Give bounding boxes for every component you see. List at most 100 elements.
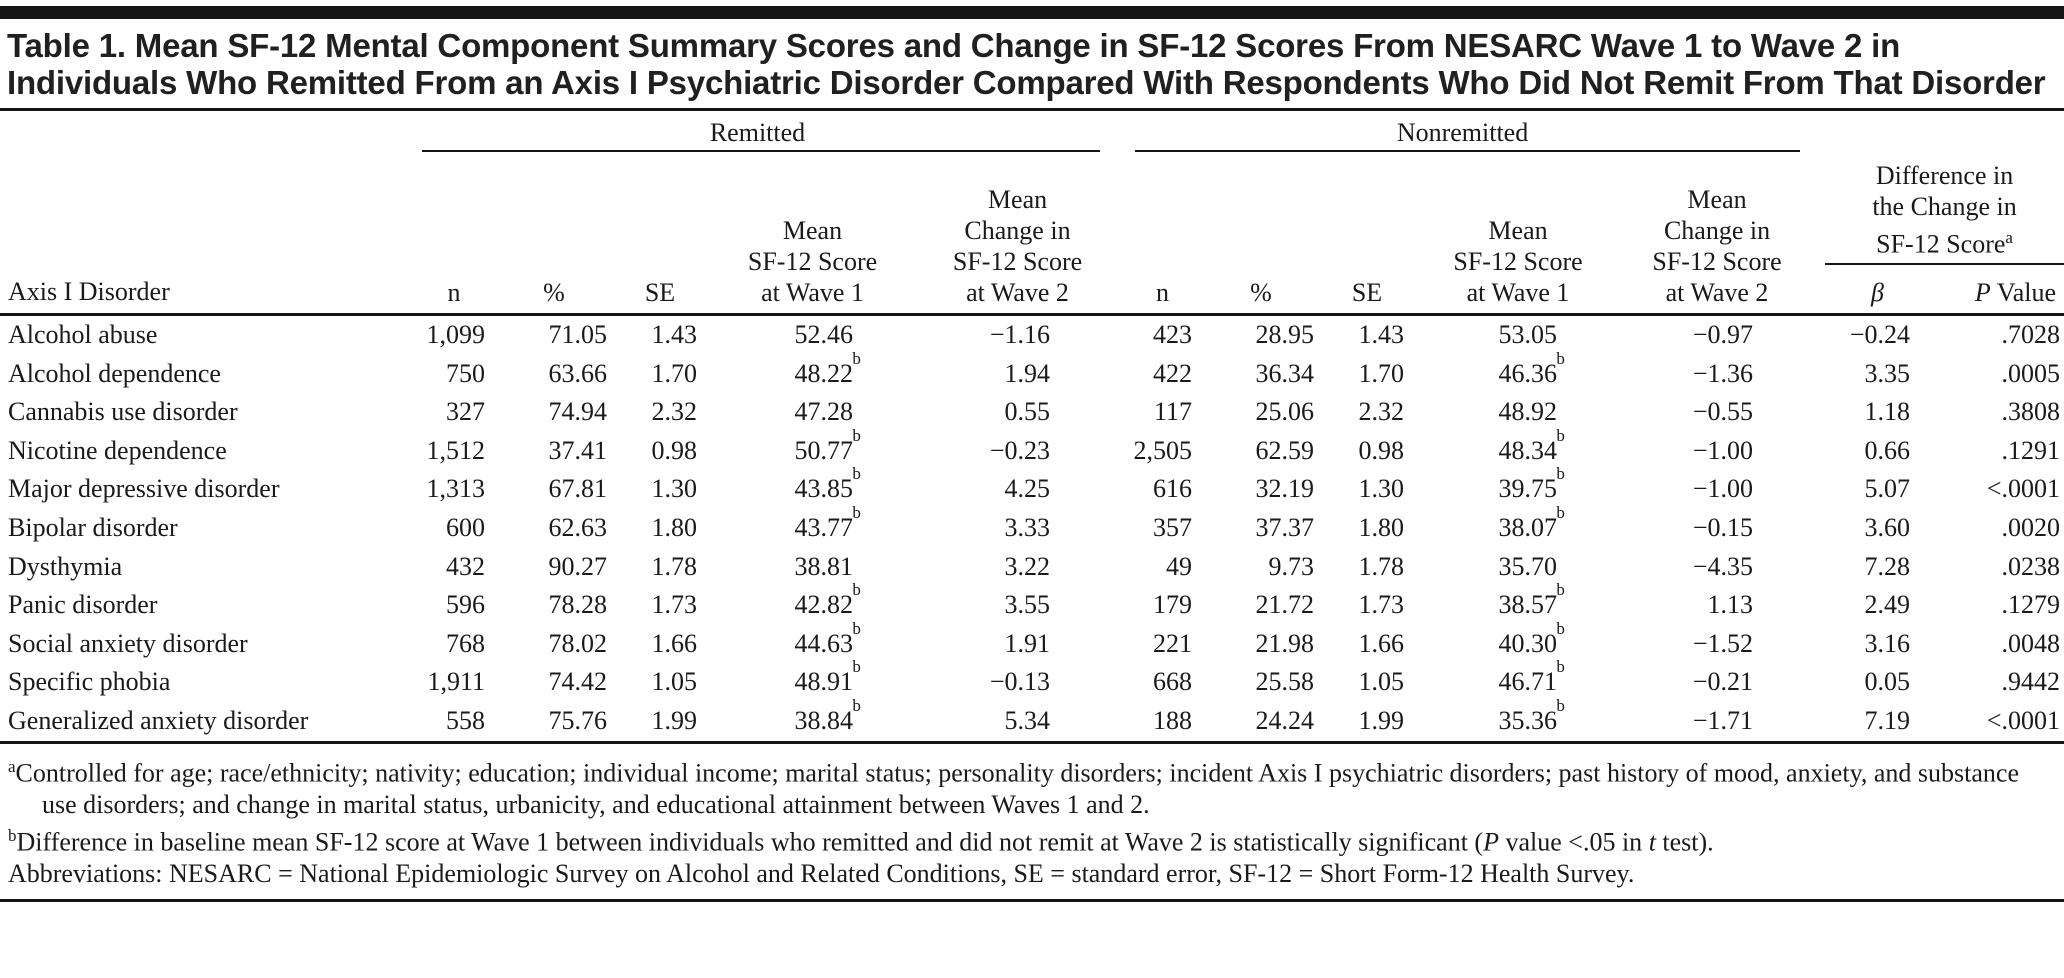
cell-mean-wave1: 48.22 b	[794, 348, 861, 388]
cell-mean-wave1-nonremitted: 48.34 b	[1498, 425, 1565, 465]
cell-se: 1.66	[651, 628, 698, 658]
footnotes: aControlled for age; race/ethnicity; nat…	[8, 751, 2058, 890]
title-divider-rule	[0, 108, 2064, 111]
table-row: Dysthymia 432 90.27 1.78 38.81 3.22 49 9.73 1.78…	[0, 548, 2064, 587]
cell-mean-change-wave2: 3.33	[1004, 512, 1051, 542]
cell-mean-change-wave2-nonremitted: −0.97	[1692, 320, 1754, 349]
cell-mean-wave1: 52.46	[794, 320, 854, 349]
cell-mean-change-wave2: 1.94	[1004, 358, 1051, 388]
cell-group-gap	[1100, 470, 1125, 509]
cell-beta: 3.35	[1864, 358, 1911, 388]
cell-p-value: .0048	[2001, 628, 2061, 658]
cell-percent-nonremitted: 37.37	[1255, 512, 1315, 542]
column-header-beta: β	[1871, 278, 1884, 307]
cell-disorder: Social anxiety disorder	[8, 628, 248, 658]
cell-se: 1.05	[651, 667, 698, 697]
cell-se: 1.80	[651, 512, 698, 542]
cell-mean-change-wave2-nonremitted: 1.13	[1707, 590, 1754, 620]
cell-se-nonremitted: 1.99	[1322, 701, 1413, 744]
cell-n-nonremitted: 423	[1153, 320, 1193, 349]
table-row: Nicotine dependence 1,512 37.41 0.98 50.77 b −…	[0, 425, 2064, 471]
cell-mean-wave1: 43.77 b	[794, 502, 861, 542]
column-header-mean-change-wave2: Mean Change in SF-12 Score at Wave 2	[880, 161, 1101, 317]
bottom-rule	[0, 898, 2064, 902]
cell-mean-wave1: 50.77 b	[794, 425, 861, 465]
cell-group-gap	[1100, 701, 1126, 744]
cell-group-gap	[1100, 393, 1125, 432]
cell-se-nonremitted: 1.70	[1358, 358, 1405, 388]
cell-group-gap	[1100, 355, 1125, 394]
cell-se-nonremitted: 2.32	[1358, 397, 1405, 427]
cell-group-gap	[1100, 548, 1125, 587]
cell-n-nonremitted: 188	[1125, 701, 1201, 744]
cell-p-value: .0238	[2001, 551, 2061, 581]
cell-mean-wave1: 42.82 b	[794, 580, 861, 620]
cell-se-nonremitted: 1.66	[1358, 628, 1405, 658]
cell-se-nonremitted: 1.73	[1358, 590, 1405, 620]
cell-mean-change-wave2: 4.25	[1004, 474, 1051, 504]
cell-disorder: Dysthymia	[8, 551, 123, 581]
cell-percent-nonremitted: 21.98	[1255, 628, 1315, 658]
difference-subheaders: β P Value	[1800, 265, 2064, 313]
cell-mean-change-wave2-nonremitted: −0.55	[1692, 397, 1754, 427]
cell-n-nonremitted: 357	[1153, 512, 1193, 542]
cell-p-value: .0005	[2001, 358, 2061, 388]
cell-se-nonremitted: 1.05	[1358, 667, 1405, 697]
cell-n-nonremitted: 117	[1153, 397, 1193, 427]
cell-n: 327	[446, 397, 485, 427]
cell-se: 1.78	[651, 551, 698, 581]
cell-mean-change-wave2-nonremitted: −1.52	[1692, 628, 1754, 658]
table-row: Bipolar disorder 600 62.63 1.80 43.77 b 3.33 35…	[0, 502, 2064, 548]
cell-se-nonremitted: 1.43	[1358, 320, 1405, 349]
table-row: Panic disorder 596 78.28 1.73 42.82 b 3.55 179 2…	[0, 580, 2064, 625]
cell-group-gap	[1100, 625, 1125, 664]
group-remitted-rule	[422, 150, 1101, 152]
cell-n: 558	[415, 701, 493, 744]
group-remitted: Remitted	[415, 111, 1101, 161]
cell-se: 1.43	[651, 320, 698, 349]
cell-mean-wave1: 38.84 b	[705, 697, 880, 744]
cell-beta: −0.24	[1849, 320, 1911, 349]
cell-n: 1,099	[426, 320, 486, 349]
cell-beta: 1.18	[1864, 397, 1911, 427]
group-nonremitted: Nonremitted	[1125, 111, 1801, 161]
cell-se: 1.70	[651, 358, 698, 388]
cell-n: 750	[446, 358, 485, 388]
cell-p-value: .7028	[2001, 320, 2061, 349]
cell-se: 2.32	[651, 397, 698, 427]
cell-se-nonremitted: 1.80	[1358, 512, 1405, 542]
cell-disorder: Bipolar disorder	[8, 512, 178, 542]
column-header-n-nonremitted: n	[1125, 161, 1201, 317]
cell-group-gap	[1100, 432, 1125, 471]
cell-se: 1.73	[651, 590, 698, 620]
cell-beta: 5.07	[1864, 474, 1911, 504]
cell-mean-change-wave2: 0.55	[1004, 397, 1051, 427]
data-table: Axis I Disorder Remitted Nonremitted Dif…	[0, 111, 2064, 744]
cell-beta: 0.66	[1864, 435, 1911, 465]
table-row: Social anxiety disorder 768 78.02 1.66 44.63…	[0, 618, 2064, 664]
cell-mean-wave1: 44.63 b	[794, 618, 861, 658]
cell-se-nonremitted: 0.98	[1358, 435, 1405, 465]
column-header-mean-wave1: Mean SF-12 Score at Wave 1	[705, 161, 880, 317]
cell-disorder: Specific phobia	[8, 667, 171, 697]
cell-p-value: .1291	[2001, 435, 2061, 465]
column-header-p-value: P Value	[1974, 278, 2057, 307]
cell-group-gap	[1100, 315, 1125, 355]
cell-n-nonremitted: 49	[1166, 551, 1193, 581]
cell-percent-nonremitted: 25.58	[1255, 667, 1315, 697]
cell-beta: 2.49	[1864, 590, 1911, 620]
cell-mean-change-wave2-nonremitted: −1.36	[1692, 358, 1754, 388]
cell-n-nonremitted: 179	[1153, 590, 1193, 620]
cell-percent-nonremitted: 24.24	[1200, 701, 1323, 744]
cell-mean-change-wave2-nonremitted: −0.15	[1692, 512, 1754, 542]
cell-group-gap	[1100, 663, 1125, 702]
cell-mean-wave1-nonremitted: 40.30 b	[1498, 618, 1565, 658]
cell-percent: 78.28	[548, 590, 608, 620]
table-row: Cannabis use disorder 327 74.94 2.32 47.28 0.…	[0, 393, 2064, 432]
cell-mean-wave1-nonremitted: 46.71 b	[1498, 657, 1565, 697]
table-row: Generalized anxiety disorder 558 75.76 1.99…	[0, 697, 2064, 744]
column-header-percent-nonremitted: %	[1200, 161, 1323, 317]
cell-disorder: Nicotine dependence	[8, 435, 227, 465]
cell-mean-change-wave2: −0.23	[989, 435, 1051, 465]
table-title: Table 1. Mean SF-12 Mental Component Sum…	[7, 27, 2046, 101]
